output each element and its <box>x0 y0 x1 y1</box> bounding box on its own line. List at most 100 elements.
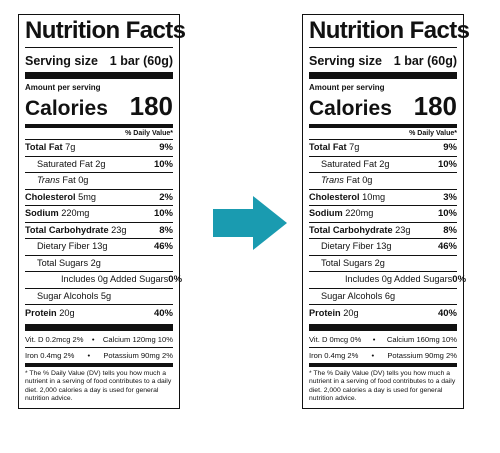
trans-fat-row: Trans Fat 0g <box>309 173 457 189</box>
daily-value-header: % Daily Value* <box>409 130 457 137</box>
bullet: • <box>91 335 95 344</box>
nutrient-dv: 8% <box>159 224 173 236</box>
total-carbohydrate-row: Total Carbohydrate 23g 8% <box>309 223 457 239</box>
nutrient-name: Includes 0g Added Sugars <box>345 274 453 284</box>
calories-row: Calories 180 <box>25 93 173 124</box>
nutrient-amount: 220mg <box>345 208 374 218</box>
serving-size-value: 1 bar (60g) <box>393 54 457 68</box>
nutrient-name: Saturated Fat 2g <box>321 158 390 169</box>
protein-row: Protein 20g 40% <box>309 305 457 322</box>
protein-row: Protein 20g 40% <box>25 305 173 322</box>
nutrient-amount: 7g <box>349 142 360 152</box>
nutrient-name: Dietary Fiber 13g <box>321 241 392 251</box>
serving-size-row: Serving size 1 bar (60g) <box>309 48 457 70</box>
amount-per-serving: Amount per serving <box>25 83 101 92</box>
vitamin-row-2: Iron 0.4mg 2% • Potassium 90mg 2% <box>309 348 457 363</box>
nutrient-name: Sodium <box>25 208 59 218</box>
total-sugars-row: Total Sugars 2g <box>25 256 173 272</box>
nutrient-name: Total Sugars 2g <box>37 257 101 268</box>
vitamin-row-1: Vit. D 0.2mcg 2% • Calcium 120mg 10% <box>25 332 173 347</box>
vitamin-d: Vit. D 0.2mcg 2% <box>25 335 84 344</box>
sugar-alcohols-row: Sugar Alcohols 6g <box>309 289 457 305</box>
cholesterol-row: Cholesterol 10mg 3% <box>309 190 457 206</box>
nutrient-name: Sugar Alcohols 5g <box>37 290 112 301</box>
nutrient-dv: 46% <box>153 241 173 252</box>
nutrient-name: Includes 0g Added Sugars <box>61 274 169 284</box>
nutrient-name: Saturated Fat 2g <box>37 158 106 169</box>
nutrient-dv: 46% <box>437 241 457 252</box>
nutrition-label-after: Nutrition Facts Serving size 1 bar (60g)… <box>302 14 470 409</box>
nutrient-name: Cholesterol <box>309 191 360 202</box>
amount-per-serving: Amount per serving <box>309 83 385 92</box>
footnote: * The % Daily Value (DV) tells you how m… <box>309 370 456 403</box>
daily-value-header: % Daily Value* <box>125 130 173 137</box>
bullet: • <box>371 351 375 360</box>
nutrient-dv: 40% <box>437 308 457 319</box>
added-sugars-row: Includes 0g Added Sugars 0% <box>25 272 182 288</box>
nutrient-name: Total Carbohydrate <box>25 224 109 235</box>
nutrient-dv: 10% <box>153 208 173 219</box>
calories-value: 180 <box>129 91 173 121</box>
nutrient-dv: 10% <box>153 158 173 170</box>
nutrient-amount: 7g <box>65 142 76 152</box>
potassium: Potassium 90mg 2% <box>103 351 173 360</box>
nutrient-amount: 220mg <box>61 208 90 218</box>
nutrient-name: Protein <box>25 308 57 318</box>
bullet: • <box>372 335 376 344</box>
nutrient-dv: 9% <box>443 142 457 153</box>
nutrient-name: Sodium <box>309 208 343 218</box>
sugar-alcohols-row: Sugar Alcohols 5g <box>25 289 173 305</box>
nutrient-name: Fat 0g <box>343 175 373 185</box>
iron: Iron 0.4mg 2% <box>25 351 75 360</box>
nutrient-name: Protein <box>309 308 341 318</box>
serving-size-value: 1 bar (60g) <box>109 54 173 68</box>
trans-fat-row: Trans Fat 0g <box>25 173 173 189</box>
nutrient-amount: 5mg <box>78 191 96 202</box>
potassium: Potassium 90mg 2% <box>387 351 457 360</box>
trans-prefix: Trans <box>37 175 60 185</box>
nutrient-dv: 0% <box>452 274 467 285</box>
bullet: • <box>87 351 91 360</box>
nutrient-dv: 2% <box>159 191 173 203</box>
total-fat-row: Total Fat 7g 9% <box>25 140 173 156</box>
saturated-fat-row: Saturated Fat 2g 10% <box>25 157 173 173</box>
nutrient-amount: 20g <box>59 308 75 318</box>
vitamin-row-1: Vit. D 0mcg 0% • Calcium 160mg 10% <box>309 332 457 347</box>
nutrient-amount: 10mg <box>362 191 386 202</box>
nutrient-name: Dietary Fiber 13g <box>37 241 108 251</box>
label-title: Nutrition Facts <box>309 17 470 44</box>
trans-prefix: Trans <box>321 175 344 185</box>
label-title: Nutrition Facts <box>25 17 186 44</box>
total-carbohydrate-row: Total Carbohydrate 23g 8% <box>25 223 173 239</box>
nutrient-dv: 0% <box>168 274 183 285</box>
nutrient-name: Total Fat <box>25 142 63 152</box>
footnote: * The % Daily Value (DV) tells you how m… <box>25 370 172 403</box>
calories-row: Calories 180 <box>309 93 457 124</box>
added-sugars-row: Includes 0g Added Sugars 0% <box>309 272 466 288</box>
nutrient-dv: 9% <box>159 142 173 153</box>
nutrient-name: Total Fat <box>309 142 347 152</box>
total-fat-row: Total Fat 7g 9% <box>309 140 457 156</box>
nutrient-name: Sugar Alcohols 6g <box>321 290 396 301</box>
total-sugars-row: Total Sugars 2g <box>309 256 457 272</box>
nutrient-amount: 23g <box>111 224 127 235</box>
nutrition-label-before: Nutrition Facts Serving size 1 bar (60g)… <box>18 14 186 409</box>
calories-value: 180 <box>413 91 457 121</box>
nutrient-dv: 40% <box>153 308 173 319</box>
nutrient-name: Cholesterol <box>25 191 76 202</box>
serving-size-label: Serving size <box>25 54 98 68</box>
sodium-row: Sodium 220mg 10% <box>25 206 173 222</box>
nutrient-amount: 20g <box>343 308 359 318</box>
sodium-row: Sodium 220mg 10% <box>309 206 457 222</box>
cholesterol-row: Cholesterol 5mg 2% <box>25 190 173 206</box>
nutrient-name: Total Sugars 2g <box>321 257 385 268</box>
dietary-fiber-row: Dietary Fiber 13g 46% <box>25 239 173 255</box>
serving-size-row: Serving size 1 bar (60g) <box>25 48 173 70</box>
calcium: Calcium 120mg 10% <box>102 335 173 344</box>
nutrient-amount: 23g <box>395 224 411 235</box>
dietary-fiber-row: Dietary Fiber 13g 46% <box>309 239 457 255</box>
iron: Iron 0.4mg 2% <box>309 351 359 360</box>
vitamin-row-2: Iron 0.4mg 2% • Potassium 90mg 2% <box>25 348 173 363</box>
nutrient-name: Fat 0g <box>59 175 89 185</box>
nutrient-dv: 8% <box>443 224 457 236</box>
